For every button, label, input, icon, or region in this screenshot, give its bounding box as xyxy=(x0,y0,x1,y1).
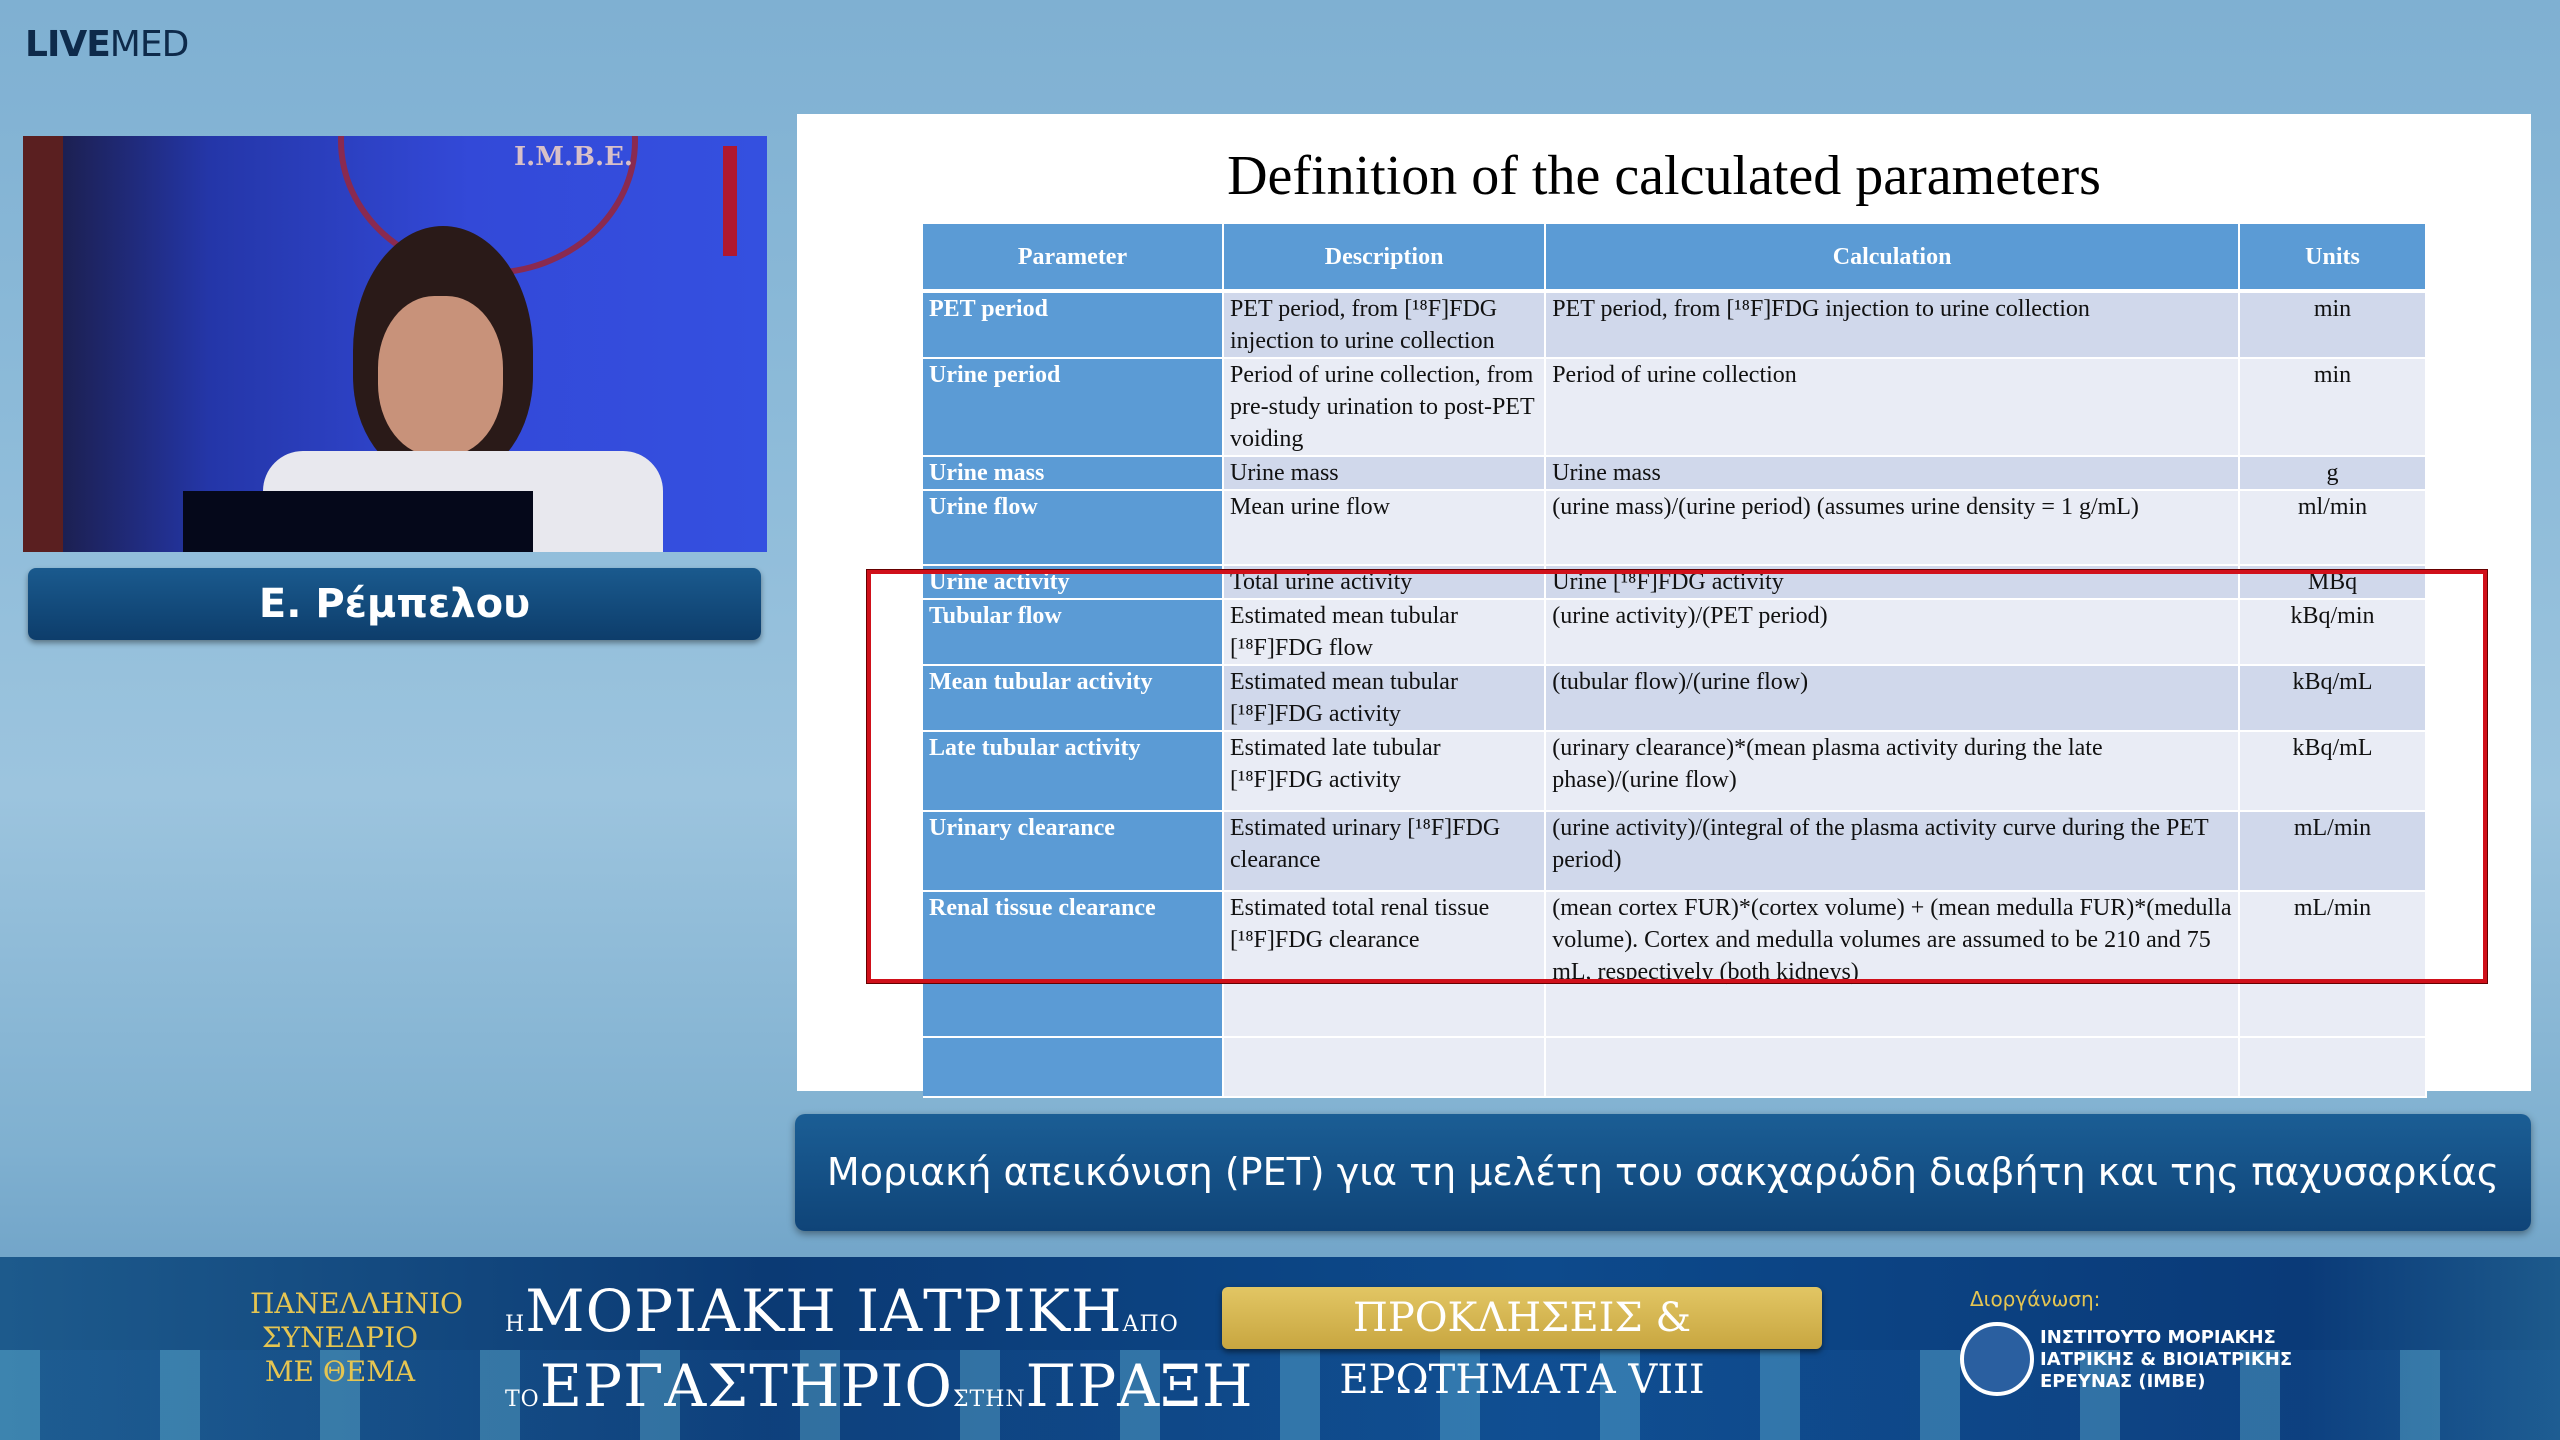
edition-badge: ΠΡΟΚΛΗΣΕΙΣ & ΕΡΩΤΗΜΑΤΑ VIII xyxy=(1222,1287,1822,1403)
imbe-logo-icon xyxy=(1960,1322,2034,1396)
slide-title: Definition of the calculated parameters xyxy=(1227,145,2101,207)
cell-calculation: (urine activity)/(PET period) xyxy=(1545,599,2240,666)
cell-calculation: (urine activity)/(integral of the plasma… xyxy=(1545,811,2240,892)
cell-units: g xyxy=(2239,456,2427,491)
cell-description: Urine mass xyxy=(1223,456,1547,491)
cell-parameter: Urine mass xyxy=(923,456,1224,491)
table-row: Tubular flow Estimated mean tubular [¹⁸F]… xyxy=(923,599,2427,666)
cell-parameter: Urinary clearance xyxy=(923,811,1224,892)
table-row: Urine flow Mean urine flow (urine mass)/(u… xyxy=(923,490,2427,566)
organizer-name: ΙΝΣΤΙΤΟΥΤΟ ΜΟΡΙΑΚΗΣ ΙΑΤΡΙΚΗΣ & ΒΙΟΙΑΤΡΙΚΗ… xyxy=(2040,1327,2293,1392)
cell-calculation: (urine mass)/(urine period) (assumes uri… xyxy=(1545,490,2240,566)
table-header: Parameter Description Calculation Units xyxy=(923,224,2427,293)
talk-title: Μοριακή απεικόνιση (PET) για τη μελέτη τ… xyxy=(795,1114,2531,1231)
cell-description: Mean urine flow xyxy=(1223,490,1547,566)
speaker-name: Ε. Ρέμπελου xyxy=(28,568,761,640)
cell-parameter: Urine flow xyxy=(923,490,1224,566)
cell-parameter: Late tubular activity xyxy=(923,731,1224,812)
cell-units: mL/min xyxy=(2239,811,2427,892)
cell-parameter: Mean tubular activity xyxy=(923,665,1224,732)
header-units: Units xyxy=(2239,224,2427,293)
cell-description: Estimated urinary [¹⁸F]FDG clearance xyxy=(1223,811,1547,892)
cell-calculation: (tubular flow)/(urine flow) xyxy=(1545,665,2240,732)
cell-units: kBq/mL xyxy=(2239,731,2427,812)
conference-label: ΠΑΝΕΛΛΗΝΙΟ ΣΥΝΕΔΡΙΟ ΜΕ ΘΕΜΑ xyxy=(250,1287,463,1388)
cell-description: Period of urine collection, from pre-stu… xyxy=(1223,358,1547,457)
cell-parameter: PET period xyxy=(923,291,1224,359)
cell-description: Estimated total renal tissue [¹⁸F]FDG cl… xyxy=(1223,891,1547,1038)
conference-banner: ΠΑΝΕΛΛΗΝΙΟ ΣΥΝΕΔΡΙΟ ΜΕ ΘΕΜΑ ΗΜΟΡΙΑΚΗ ΙΑΤΡΙ… xyxy=(0,1257,2560,1440)
table-row: Mean tubular activity Estimated mean tubu… xyxy=(923,665,2427,732)
cell-units: min xyxy=(2239,291,2427,359)
table-row: Late tubular activity Estimated late tubu… xyxy=(923,731,2427,812)
cell-calculation: (urinary clearance)*(mean plasma activit… xyxy=(1545,731,2240,812)
cell-description: Estimated mean tubular [¹⁸F]FDG flow xyxy=(1223,599,1547,666)
header-calculation: Calculation xyxy=(1545,224,2240,293)
cell-units: kBq/min xyxy=(2239,599,2427,666)
cell-parameter: Renal tissue clearance xyxy=(923,891,1224,1038)
cell-parameter: Tubular flow xyxy=(923,599,1224,666)
cell-units: kBq/mL xyxy=(2239,665,2427,732)
header-parameter: Parameter xyxy=(923,224,1224,293)
cell-description: Estimated late tubular [¹⁸F]FDG activity xyxy=(1223,731,1547,812)
table-row: Urine mass Urine mass Urine mass g xyxy=(923,456,2427,491)
table-row: Urinary clearance Estimated urinary [¹⁸F]… xyxy=(923,811,2427,892)
header-description: Description xyxy=(1223,224,1547,293)
cell-units: mL/min xyxy=(2239,891,2427,1038)
organizer-label: Διοργάνωση: xyxy=(1970,1287,2101,1311)
table-row-empty xyxy=(923,1037,2427,1098)
cell-calculation: Period of urine collection xyxy=(1545,358,2240,457)
speaker-video: I.M.B.E. xyxy=(23,136,767,552)
conference-title-line2: ΤΟΕΡΓΑΣΤΗΡΙΟΣΤΗΝΠΡΑΞΗ xyxy=(505,1352,1254,1420)
cell-units: ml/min xyxy=(2239,490,2427,566)
conference-title-line1: ΗΜΟΡΙΑΚΗ ΙΑΤΡΙΚΗΑΠΟ xyxy=(505,1277,1179,1345)
cell-parameter: Urine period xyxy=(923,358,1224,457)
presentation-slide: Definition of the calculated parameters … xyxy=(797,114,2531,1098)
cell-units: min xyxy=(2239,358,2427,457)
table-row: PET period PET period, from [¹⁸F]FDG inje… xyxy=(923,291,2427,359)
cell-description: PET period, from [¹⁸F]FDG injection to u… xyxy=(1223,291,1547,359)
cell-description: Estimated mean tubular [¹⁸F]FDG activity xyxy=(1223,665,1547,732)
table-row: Urine period Period of urine collection, … xyxy=(923,358,2427,457)
highlight-box xyxy=(866,569,2488,984)
cell-calculation: Urine mass xyxy=(1545,456,2240,491)
livemed-logo: LIVEMED xyxy=(25,24,189,65)
cell-calculation: PET period, from [¹⁸F]FDG injection to u… xyxy=(1545,291,2240,359)
